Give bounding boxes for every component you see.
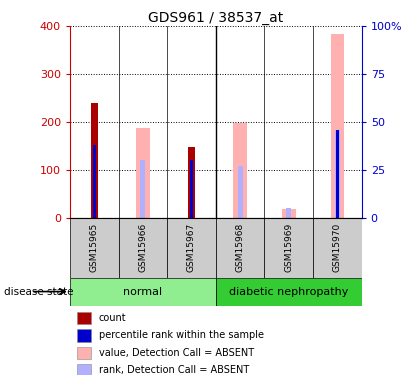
Text: normal: normal <box>123 286 162 297</box>
Text: disease state: disease state <box>4 286 74 297</box>
Bar <box>77 364 91 375</box>
Bar <box>313 217 362 278</box>
Bar <box>264 217 313 278</box>
Bar <box>189 160 194 218</box>
Bar <box>286 208 291 218</box>
Bar <box>93 145 96 218</box>
Text: percentile rank within the sample: percentile rank within the sample <box>99 330 264 340</box>
Bar <box>70 278 216 306</box>
Bar <box>282 209 296 218</box>
Bar <box>233 123 247 218</box>
Bar <box>336 129 339 218</box>
Bar <box>141 160 145 218</box>
Text: GSM15965: GSM15965 <box>90 223 99 272</box>
Bar <box>91 103 97 218</box>
Bar <box>216 217 264 278</box>
Bar <box>190 160 193 218</box>
Text: diabetic nephropathy: diabetic nephropathy <box>229 286 349 297</box>
Text: GSM15970: GSM15970 <box>333 223 342 272</box>
Text: count: count <box>99 313 127 323</box>
Bar <box>77 312 91 324</box>
Text: rank, Detection Call = ABSENT: rank, Detection Call = ABSENT <box>99 365 249 375</box>
Bar <box>118 217 167 278</box>
Bar <box>70 217 118 278</box>
Bar <box>77 346 91 359</box>
Bar <box>167 217 216 278</box>
Bar <box>136 128 150 217</box>
Text: GSM15969: GSM15969 <box>284 223 293 272</box>
Text: value, Detection Call = ABSENT: value, Detection Call = ABSENT <box>99 348 254 358</box>
Bar <box>188 147 195 218</box>
Text: GSM15966: GSM15966 <box>139 223 147 272</box>
Bar <box>330 34 344 218</box>
Bar <box>238 166 242 218</box>
Text: GSM15967: GSM15967 <box>187 223 196 272</box>
Bar <box>335 129 340 218</box>
Text: GSM15968: GSM15968 <box>236 223 245 272</box>
Bar <box>216 278 362 306</box>
Bar <box>77 329 91 342</box>
Title: GDS961 / 38537_at: GDS961 / 38537_at <box>148 11 284 25</box>
